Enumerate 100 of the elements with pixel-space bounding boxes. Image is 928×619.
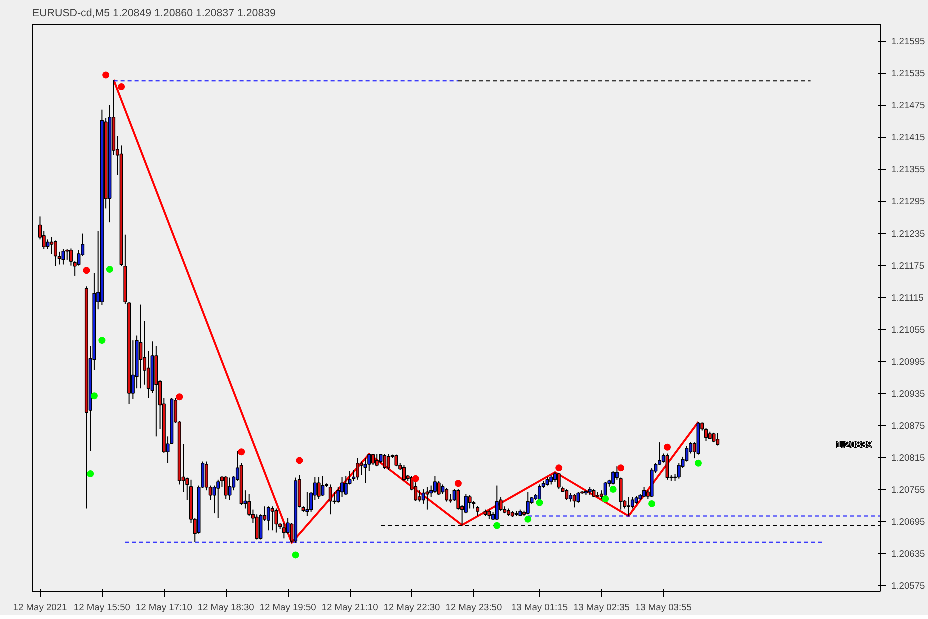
candlestick — [426, 486, 430, 510]
candlestick — [704, 428, 708, 442]
candlestick — [437, 480, 441, 496]
line-series — [112, 79, 700, 544]
candlestick — [476, 506, 480, 517]
point — [98, 337, 106, 344]
point — [648, 500, 656, 508]
candlestick — [50, 236, 54, 255]
candlestick — [336, 486, 340, 504]
candlestick — [712, 432, 716, 444]
candlestick — [386, 454, 390, 471]
y-tick-label: 1.21175 — [892, 260, 925, 271]
x-tick-label: 12 May 21:10 — [322, 602, 378, 612]
x-tick-label: 12 May 15:50 — [74, 602, 130, 612]
point — [238, 448, 246, 456]
y-tick-label: 1.20575 — [892, 581, 926, 592]
candlestick — [317, 476, 321, 500]
candlestick — [468, 494, 472, 510]
candlestick — [394, 454, 398, 468]
candlestick — [418, 490, 422, 502]
y-tick-label: 1.20875 — [892, 420, 926, 431]
candlestick — [433, 476, 437, 494]
point — [494, 522, 501, 530]
candlestick — [139, 304, 143, 390]
y-tick-label: 1.21475 — [892, 100, 926, 111]
point — [610, 486, 617, 494]
point — [618, 464, 625, 472]
point — [176, 394, 184, 401]
candlestick — [615, 466, 619, 480]
candlestick — [456, 489, 460, 510]
candlestick — [259, 514, 263, 540]
candlestick — [488, 509, 492, 520]
x-tick-label: 12 May 19:50 — [260, 602, 316, 612]
candlestick — [375, 454, 379, 468]
point — [83, 267, 90, 274]
point — [118, 83, 126, 90]
chart-title: EURUSD-cd,M5 1.20849 1.20860 1.20837 1.20839 — [32, 8, 276, 20]
candlestick — [228, 477, 232, 501]
y-tick-label: 1.20995 — [892, 356, 926, 367]
candlestick — [383, 454, 387, 470]
x-tick-label: 13 May 03:55 — [635, 602, 692, 612]
x-tick-label: 12 May 2021 — [13, 602, 68, 612]
candlestick — [306, 492, 310, 517]
candlestick — [344, 476, 348, 496]
point — [454, 480, 462, 488]
y-tick-label: 1.21355 — [892, 164, 926, 175]
candlestick — [627, 496, 631, 517]
candlestick — [328, 484, 332, 516]
point — [90, 392, 98, 400]
point — [87, 470, 94, 478]
x-tick-label: 13 May 01:15 — [511, 602, 568, 612]
candlestick — [46, 239, 50, 250]
y-tick-label: 1.21415 — [892, 132, 926, 143]
point — [602, 496, 610, 503]
x-tick-label: 12 May 18:30 — [198, 602, 254, 612]
point — [664, 444, 672, 451]
point — [524, 516, 532, 523]
point — [106, 266, 114, 274]
y-tick-label: 1.21115 — [892, 292, 924, 303]
candlestick — [572, 494, 576, 508]
candlestick — [274, 508, 278, 534]
point — [292, 552, 300, 559]
point — [536, 499, 544, 506]
candlestick — [224, 476, 228, 500]
candlestick — [666, 453, 670, 480]
candlestick — [356, 458, 360, 480]
y-tick-label: 1.20695 — [892, 517, 926, 528]
candlestick — [495, 485, 499, 521]
x-tick-label: 13 May 02:35 — [573, 602, 630, 612]
candlestick — [550, 474, 554, 486]
x-tick-label: 12 May 23:50 — [446, 602, 502, 612]
candlestick — [557, 472, 561, 490]
point — [412, 475, 420, 482]
candlestick — [402, 465, 406, 482]
candlestick — [270, 506, 274, 532]
point — [102, 72, 110, 79]
candlestick — [526, 492, 530, 516]
candlestick — [612, 470, 616, 486]
y-tick-label: 1.21295 — [892, 196, 926, 207]
y-tick-label: 1.21055 — [892, 324, 926, 335]
candlestick — [62, 248, 66, 266]
y-tick-label: 1.21595 — [892, 36, 926, 47]
candlestick — [282, 522, 286, 540]
candlestick — [266, 506, 270, 532]
candlestick — [619, 477, 623, 510]
y-tick-label: 1.20815 — [892, 452, 926, 463]
point — [296, 457, 304, 464]
candlestick — [321, 476, 325, 497]
point — [556, 464, 563, 472]
candlestick — [445, 488, 449, 502]
candlestick — [565, 489, 569, 501]
candlestick — [576, 492, 580, 504]
x-tick-label: 12 May 17:10 — [136, 602, 192, 612]
y-tick-label: 1.20635 — [892, 549, 926, 560]
y-tick-label: 1.21235 — [892, 228, 926, 239]
y-tick-label: 1.20755 — [892, 485, 926, 496]
candlestick — [216, 479, 220, 519]
candlestick — [212, 485, 216, 514]
candlestick — [716, 432, 720, 446]
candlestick — [364, 458, 368, 484]
